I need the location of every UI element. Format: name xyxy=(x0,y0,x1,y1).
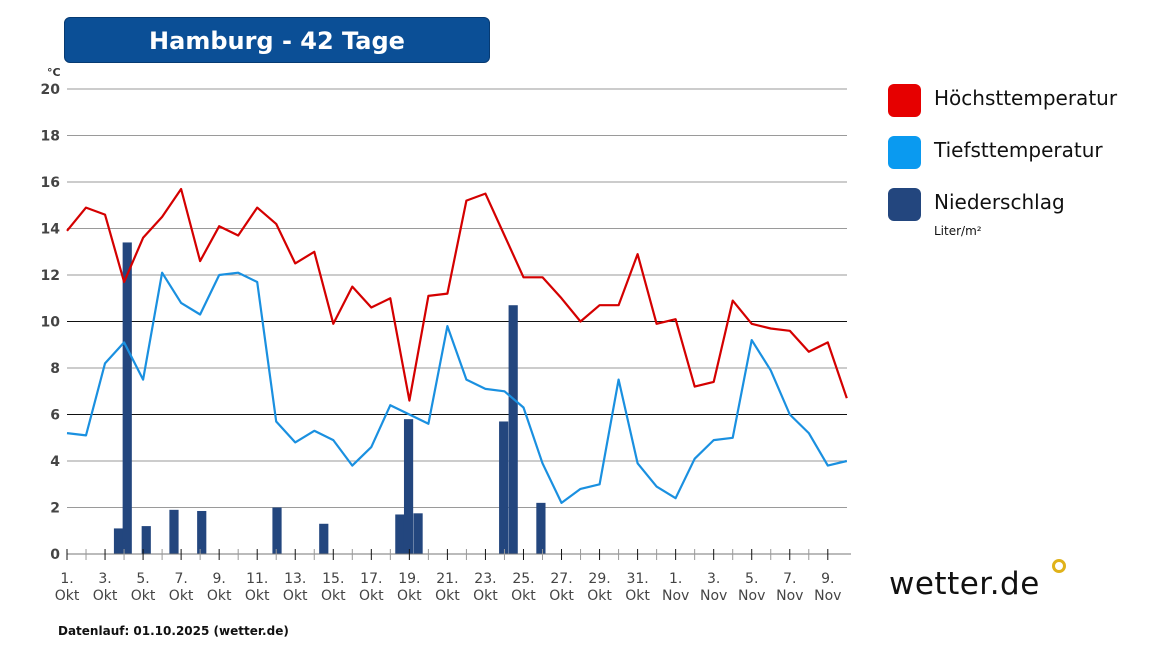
x-tick-label-month: Nov xyxy=(814,588,841,604)
x-tick-label-month: Okt xyxy=(321,588,346,604)
precip-bar xyxy=(508,305,518,554)
x-tick-label-month: Okt xyxy=(587,588,612,604)
y-tick-label: 0 xyxy=(50,547,60,563)
x-tick-label-month: Nov xyxy=(662,588,689,604)
data-run-note: Datenlauf: 01.10.2025 (wetter.de) xyxy=(58,624,289,638)
x-tick-label-day: 17. xyxy=(360,571,382,587)
legend-label-low: Tiefsttemperatur xyxy=(934,138,1103,162)
y-tick-label: 20 xyxy=(41,82,61,98)
precip-bar xyxy=(413,513,423,554)
precip-bar xyxy=(169,509,179,554)
x-tick-label-month: Nov xyxy=(700,588,727,604)
y-tick-label: 2 xyxy=(50,501,60,517)
x-tick-label-day: 3. xyxy=(98,571,111,587)
x-tick-label-month: Okt xyxy=(93,588,118,604)
wetter-de-logo[interactable]: wetter.de xyxy=(889,566,1040,602)
x-tick-label-month: Nov xyxy=(738,588,765,604)
precip-bar xyxy=(197,510,207,554)
x-tick-label-day: 9. xyxy=(821,571,834,587)
precip-bar xyxy=(113,528,124,554)
precip-bar xyxy=(141,526,151,554)
y-tick-label: 10 xyxy=(41,315,61,331)
y-axis-unit: °C xyxy=(47,66,61,79)
x-tick-label-month: Okt xyxy=(397,588,422,604)
y-tick-label: 8 xyxy=(50,361,60,377)
precip-bar xyxy=(272,507,282,554)
legend-swatch-high xyxy=(888,84,921,117)
x-tick-label-month: Okt xyxy=(169,588,194,604)
x-tick-label-day: 27. xyxy=(550,571,572,587)
x-tick-label-day: 11. xyxy=(246,571,268,587)
x-tick-label-day: 1. xyxy=(669,571,682,587)
x-tick-label-month: Okt xyxy=(207,588,232,604)
x-tick-label-day: 7. xyxy=(783,571,796,587)
legend-precip-unit: Liter/m² xyxy=(934,224,982,238)
legend-swatch-precip xyxy=(888,188,921,221)
x-tick-label-month: Okt xyxy=(283,588,308,604)
logo-sun-icon xyxy=(1052,559,1066,573)
x-tick-label-month: Okt xyxy=(435,588,460,604)
precip-bar xyxy=(499,421,509,554)
x-tick-label-month: Nov xyxy=(776,588,803,604)
chart-title: Hamburg - 42 Tage Wettertrend xyxy=(64,17,490,101)
precip-bar xyxy=(536,502,546,554)
y-tick-label: 6 xyxy=(50,408,60,424)
x-tick-label-day: 21. xyxy=(436,571,458,587)
x-tick-label-day: 5. xyxy=(136,571,149,587)
precip-bar xyxy=(122,242,132,554)
y-tick-label: 18 xyxy=(41,129,60,145)
legend-label-high: Höchsttemperatur xyxy=(934,86,1118,110)
x-tick-label-day: 15. xyxy=(322,571,344,587)
x-tick-label-day: 3. xyxy=(707,571,720,587)
x-tick-label-day: 31. xyxy=(626,571,648,587)
y-tick-label: 4 xyxy=(50,454,60,470)
x-tick-label-day: 7. xyxy=(174,571,187,587)
x-tick-label-month: Okt xyxy=(473,588,498,604)
x-tick-label-day: 25. xyxy=(512,571,534,587)
high-temperature-line xyxy=(66,187,848,402)
y-tick-label: 16 xyxy=(41,175,60,191)
x-tick-label-day: 19. xyxy=(398,571,420,587)
x-tick-label-month: Okt xyxy=(55,588,80,604)
x-tick-label-month: Okt xyxy=(511,588,536,604)
x-tick-label-day: 23. xyxy=(474,571,496,587)
x-tick-label-month: Okt xyxy=(131,588,156,604)
x-tick-label-day: 1. xyxy=(60,571,73,587)
legend-swatch-low xyxy=(888,136,921,169)
low-temperature-line xyxy=(66,271,848,504)
y-tick-label: 12 xyxy=(41,268,60,284)
precip-bar xyxy=(319,523,329,554)
legend-label-precip: Niederschlag xyxy=(934,190,1065,214)
x-tick-label-day: 5. xyxy=(745,571,758,587)
x-tick-label-day: 13. xyxy=(284,571,306,587)
x-tick-label-day: 29. xyxy=(588,571,610,587)
precip-bar xyxy=(403,419,414,554)
x-tick-label-month: Okt xyxy=(625,588,650,604)
x-tick-label-month: Okt xyxy=(549,588,574,604)
x-tick-label-month: Okt xyxy=(245,588,270,604)
x-tick-label-day: 9. xyxy=(212,571,225,587)
precip-bar xyxy=(395,514,405,554)
x-tick-label-month: Okt xyxy=(359,588,384,604)
y-tick-label: 14 xyxy=(41,222,61,238)
